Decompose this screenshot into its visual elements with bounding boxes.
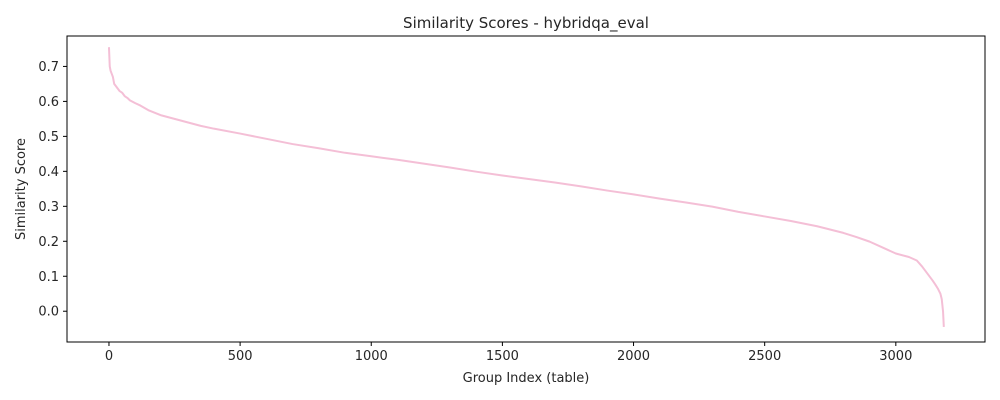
y-tick-label: 0.3 — [38, 200, 59, 215]
y-axis-label: Similarity Score — [14, 138, 29, 240]
x-axis: 0 500 1000 1500 2000 2500 3000 — [105, 342, 912, 364]
axes-frame — [66, 35, 986, 343]
y-tick-label: 0.4 — [38, 165, 59, 180]
y-tick-label: 0.0 — [38, 305, 59, 320]
chart-title: Similarity Scores - hybridqa_eval — [403, 14, 649, 33]
series-line-0 — [107, 47, 945, 328]
x-tick-label: 2500 — [748, 349, 781, 364]
y-axis: 0.0 0.1 0.2 0.3 0.4 0.5 0.6 0.7 — [38, 60, 67, 320]
plot-area — [107, 47, 945, 328]
x-tick-label: 500 — [228, 349, 253, 364]
x-axis-label: Group Index (table) — [463, 371, 590, 386]
x-tick-label: 3000 — [879, 349, 912, 364]
y-tick-label: 0.5 — [38, 130, 59, 145]
x-tick-label: 0 — [105, 349, 113, 364]
x-tick-label: 1000 — [355, 349, 388, 364]
y-tick-label: 0.7 — [38, 60, 59, 75]
y-tick-label: 0.2 — [38, 235, 59, 250]
y-tick-label: 0.1 — [38, 270, 59, 285]
x-tick-label: 1500 — [486, 349, 519, 364]
x-tick-label: 2000 — [617, 349, 650, 364]
y-tick-label: 0.6 — [38, 95, 59, 110]
